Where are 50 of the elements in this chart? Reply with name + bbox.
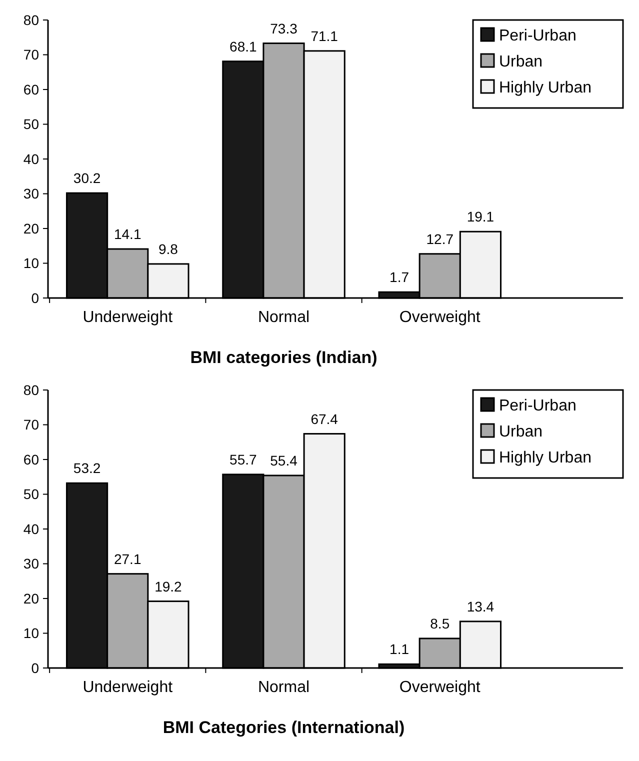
x-tick-label: Normal [258, 679, 310, 696]
legend-label: Urban [499, 54, 543, 71]
legend-label: Urban [499, 424, 543, 441]
data-label: 27.1 [114, 550, 142, 567]
y-tick-label: 60 [23, 81, 40, 98]
y-tick-label: 30 [23, 186, 40, 202]
x-tick-label: Normal [258, 309, 310, 326]
legend-label: Highly Urban [499, 450, 592, 467]
y-tick-label: 40 [23, 150, 40, 167]
y-tick-label: 20 [23, 220, 40, 236]
x-tick-label: Overweight [399, 309, 481, 326]
data-label: 13.4 [466, 598, 494, 614]
x-axis-title: BMI Categories (International) [162, 718, 405, 737]
y-tick-label: 30 [23, 556, 40, 572]
x-tick-label: Underweight [82, 309, 174, 326]
data-label: 68.1 [230, 38, 257, 54]
data-label: 1.7 [390, 269, 410, 286]
x-tick-label: Underweight [82, 679, 174, 696]
data-label: 1.1 [390, 641, 410, 658]
y-tick-label: 80 [23, 382, 40, 398]
y-tick-label: 10 [23, 625, 40, 642]
y-tick-label: 40 [23, 520, 40, 537]
y-tick-label: 60 [23, 451, 40, 468]
data-label: 9.8 [158, 240, 178, 257]
legend-label: Peri-Urban [499, 398, 576, 415]
y-tick-label: 80 [23, 12, 40, 28]
data-label: 12.7 [426, 230, 454, 247]
data-label: 55.7 [230, 451, 257, 468]
y-tick-label: 20 [23, 590, 40, 606]
data-label: 30.2 [73, 170, 101, 186]
y-tick-label: 0 [31, 660, 40, 676]
y-tick-label: 10 [23, 255, 40, 272]
x-tick-label: Overweight [399, 679, 481, 696]
y-tick-label: 0 [31, 290, 40, 306]
data-label: 8.5 [430, 615, 450, 632]
y-tick-label: 50 [23, 116, 40, 132]
y-tick-label: 50 [23, 486, 40, 502]
y-tick-label: 70 [23, 416, 40, 433]
x-axis-title: BMI categories (Indian) [190, 348, 378, 367]
legend-label: Highly Urban [499, 80, 592, 97]
data-label: 19.2 [154, 578, 182, 594]
y-tick-label: 70 [23, 46, 40, 63]
data-label: 53.2 [73, 460, 101, 476]
data-label: 71.1 [310, 28, 338, 44]
data-label: 55.4 [270, 452, 298, 468]
data-label: 73.3 [270, 20, 298, 36]
data-label: 14.1 [114, 226, 142, 242]
legend-label: Peri-Urban [499, 28, 576, 45]
data-label: 19.1 [466, 208, 494, 225]
data-label: 67.4 [310, 410, 338, 427]
